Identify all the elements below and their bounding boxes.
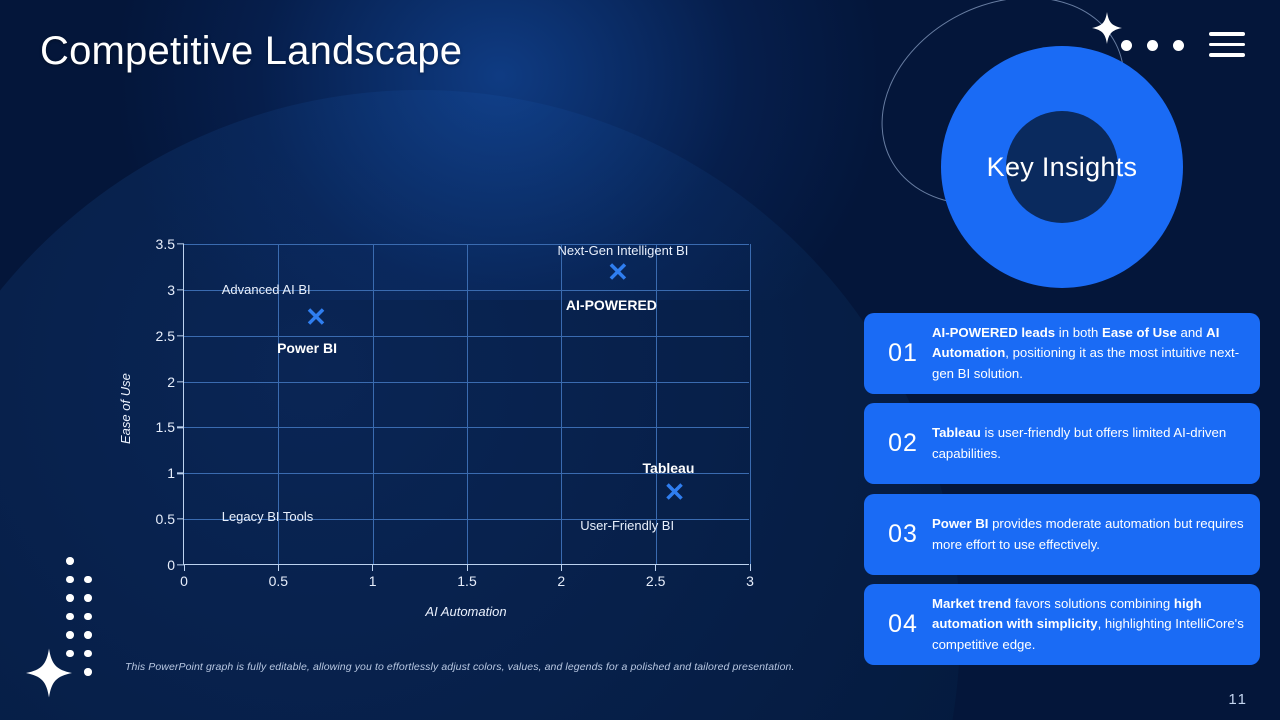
chart-footnote: This PowerPoint graph is fully editable,… xyxy=(125,661,795,673)
chart-y-tick-mark xyxy=(177,472,184,474)
decoration-dot xyxy=(66,594,74,602)
chart-y-tick-mark xyxy=(177,380,184,383)
chart-gridline-vertical xyxy=(561,244,563,564)
chart-data-point[interactable]: ✕ xyxy=(607,256,629,287)
chart-y-tick-mark xyxy=(177,426,184,429)
chart-data-point[interactable]: ✕ xyxy=(663,476,686,507)
chart-point-label: Power BI xyxy=(277,340,337,357)
header-dot-icon[interactable] xyxy=(1121,40,1132,51)
chart-x-axis-label: AI Automation xyxy=(425,604,507,619)
insight-number: 01 xyxy=(888,339,918,367)
insight-number: 03 xyxy=(888,520,918,548)
chart-gridline-vertical xyxy=(655,244,657,564)
chart-point-label: AI-POWERED xyxy=(565,296,657,313)
decoration-dot xyxy=(84,649,92,657)
decoration-dot xyxy=(66,612,74,620)
header-dot-icon[interactable] xyxy=(1173,40,1184,51)
hamburger-bar xyxy=(1209,53,1245,57)
chart-y-tick-mark xyxy=(177,335,184,337)
decoration-dot xyxy=(84,612,92,620)
chart-gridline-horizontal xyxy=(184,473,749,475)
insight-number: 04 xyxy=(888,610,918,638)
insight-number: 02 xyxy=(888,429,918,457)
chart-x-tick-label: 1 xyxy=(368,573,377,589)
competitive-landscape-chart: Ease of Use AI Automation 0 0.5 1 1.5 2 2.5 3 3… xyxy=(118,236,754,619)
chart-x-tick-mark xyxy=(560,564,563,571)
chart-x-tick-mark xyxy=(372,564,374,571)
hamburger-menu-icon[interactable] xyxy=(1209,32,1245,60)
chart-y-tick-label: 0.5 xyxy=(155,511,175,528)
chart-gridline-vertical xyxy=(372,244,374,564)
chart-gridline-horizontal xyxy=(184,427,749,429)
chart-y-tick-mark xyxy=(177,243,184,245)
chart-x-tick-mark xyxy=(466,564,468,571)
chart-y-axis-label: Ease of Use xyxy=(118,373,133,444)
page-title: Competitive Landscape xyxy=(40,29,463,73)
chart-quadrant-label: Advanced AI BI xyxy=(221,281,311,297)
insight-text: AI-POWERED leads in both Ease of Use and… xyxy=(932,325,1240,381)
insight-text: Market trend favors solutions combining … xyxy=(932,596,1244,652)
chart-x-tick-label: 0 xyxy=(180,573,188,589)
decoration-dot xyxy=(66,631,74,639)
insight-card[interactable]: 03 Power BI provides moderate automation… xyxy=(864,494,1260,575)
hamburger-bar xyxy=(1209,42,1245,47)
chart-gridline-vertical xyxy=(467,244,468,564)
decoration-dot xyxy=(84,631,92,639)
chart-y-tick-mark xyxy=(177,564,184,566)
chart-y-tick-mark xyxy=(177,518,184,520)
chart-plot-area: 0 0.5 1 1.5 2 2.5 3 3.5 0 0.5 1 1.5 2 2.5 3 Advanced AI… xyxy=(156,236,754,589)
insight-card[interactable]: 02 Tableau is user-friendly but offers l… xyxy=(864,403,1260,484)
chart-x-tick-mark xyxy=(277,564,280,571)
page-number: 11 xyxy=(1228,691,1248,708)
decoration-dot xyxy=(66,557,74,565)
insight-card[interactable]: 01 AI-POWERED leads in both Ease of Use … xyxy=(864,313,1260,394)
chart-x-tick-mark xyxy=(655,564,657,571)
chart-x-tick-mark xyxy=(749,564,751,571)
donut-hole xyxy=(1006,111,1118,223)
insight-text: Tableau is user-friendly but offers limi… xyxy=(932,425,1227,461)
key-insights-donut: Key Insights xyxy=(941,46,1183,288)
chart-point-label: Tableau xyxy=(642,459,695,476)
insight-card[interactable]: 04 Market trend favors solutions combini… xyxy=(864,584,1260,665)
chart-gridline-vertical xyxy=(750,244,751,564)
chart-gridline-horizontal xyxy=(184,289,749,291)
chart-gridline-horizontal xyxy=(184,519,749,521)
chart-gridline-horizontal xyxy=(184,381,749,383)
key-insights-label: Key Insights xyxy=(986,151,1138,182)
chart-x-tick-label: 2.5 xyxy=(645,573,666,589)
chart-y-tick-mark xyxy=(177,289,184,291)
chart-x-tick-label: 2 xyxy=(557,573,566,589)
chart-y-tick-label: 3.5 xyxy=(155,236,175,252)
chart-x-tick-label: 1.5 xyxy=(457,573,477,589)
decoration-dot xyxy=(84,594,92,602)
hamburger-bar xyxy=(1209,32,1245,36)
chart-x-tick-label: 0.5 xyxy=(268,573,289,589)
chart-gridline-horizontal xyxy=(184,335,749,337)
chart-y-tick-label: 2 xyxy=(167,373,175,390)
chart-y-tick-label: 1.5 xyxy=(155,419,175,436)
chart-quadrant-label: User-Friendly BI xyxy=(580,518,675,534)
chart-quadrant-label: Legacy BI Tools xyxy=(221,509,314,525)
chart-data-point[interactable]: ✕ xyxy=(305,302,327,333)
chart-gridline-vertical xyxy=(278,244,280,564)
chart-y-tick-label: 0 xyxy=(167,557,175,573)
chart-quadrant-label: Next-Gen Intelligent BI xyxy=(557,243,689,259)
chart-y-tick-label: 3 xyxy=(167,281,175,298)
chart-gridline-horizontal xyxy=(184,244,749,245)
decoration-dot xyxy=(66,649,74,657)
decoration-dot xyxy=(84,668,92,676)
chart-y-tick-label: 2.5 xyxy=(155,327,175,344)
insight-text: Power BI provides moderate automation bu… xyxy=(932,516,1244,552)
decoration-dot xyxy=(84,575,92,583)
chart-x-tick-mark xyxy=(183,564,185,571)
decoration-dot xyxy=(66,575,74,583)
header-dot-icon[interactable] xyxy=(1147,40,1158,51)
chart-x-tick-label: 3 xyxy=(746,573,754,589)
sparkle-star-icon xyxy=(1092,12,1122,44)
chart-y-tick-label: 1 xyxy=(167,465,175,482)
